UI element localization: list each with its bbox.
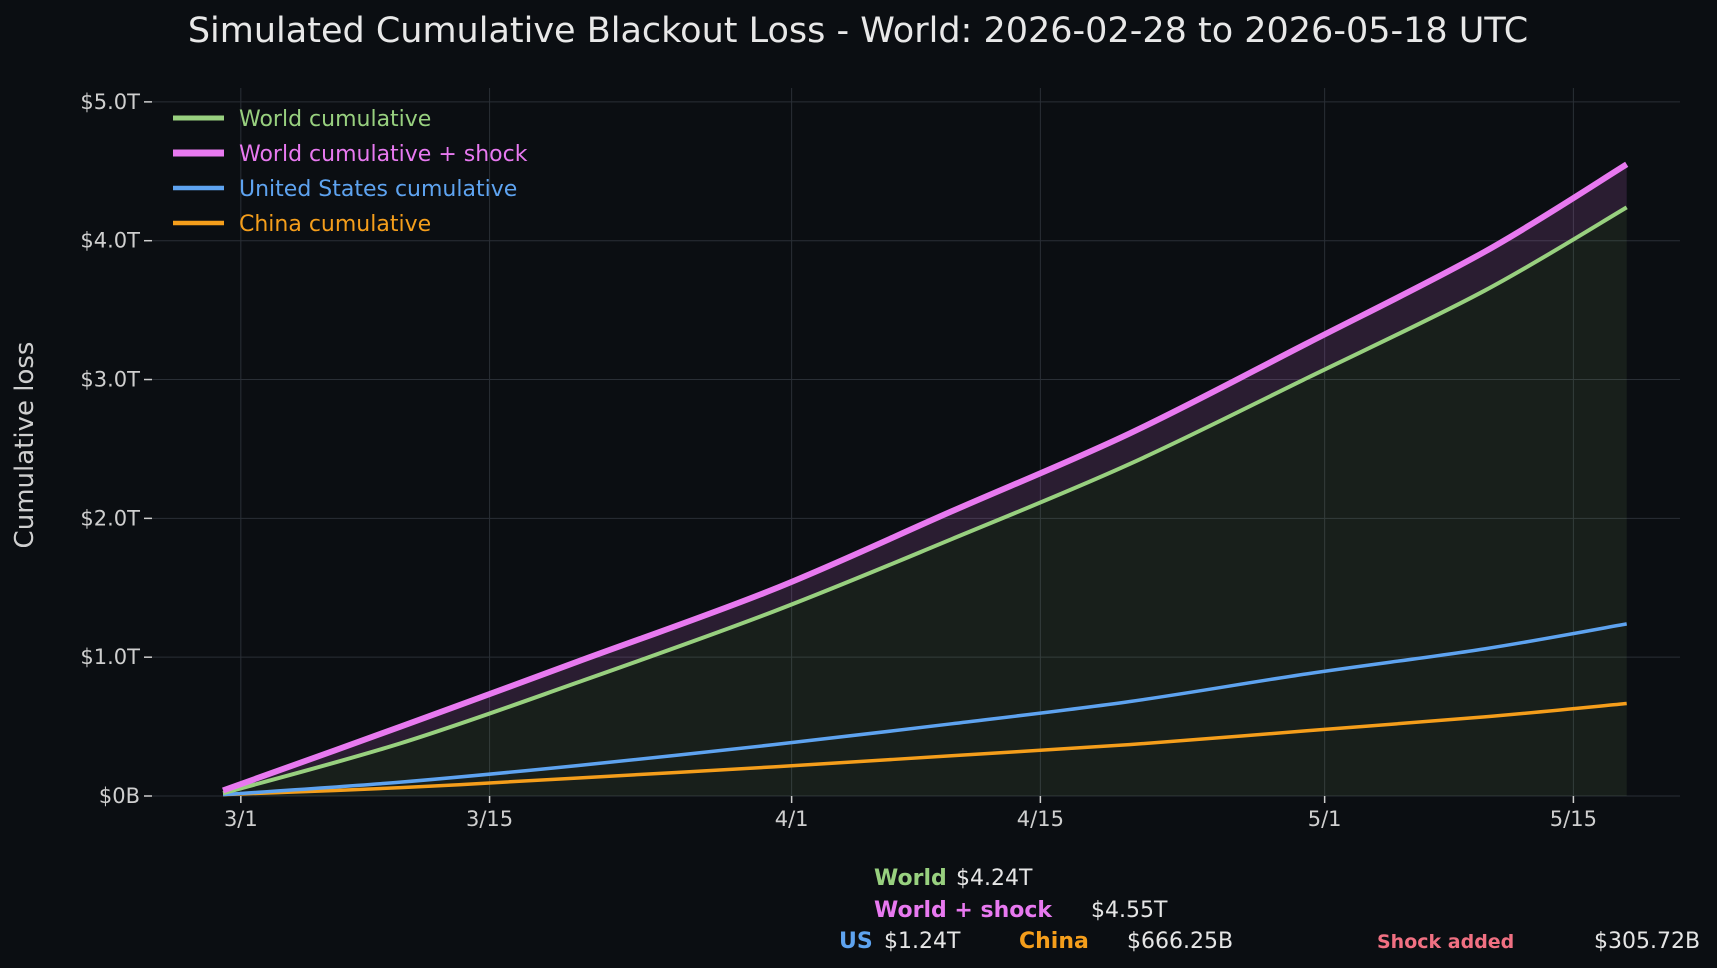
area-fills (223, 164, 1627, 796)
us-cumulative-line (222, 622, 1628, 797)
chart-title: Simulated Cumulative Blackout Loss - Wor… (188, 11, 1528, 51)
x-tick-label-3: 4/15 (1017, 807, 1064, 831)
y-tick-label-1: $1.0T (80, 645, 140, 669)
y-axis-label: Cumulative loss (10, 342, 40, 549)
summary-china-label: China (1019, 929, 1089, 954)
legend: World cumulative World cumulative + shock… (173, 107, 528, 237)
summary-world-label: World (874, 866, 947, 891)
summary-shock-label: Shock added (1377, 931, 1514, 953)
legend-label-3: China cumulative (239, 212, 431, 237)
summary-china-value: $666.25B (1127, 929, 1233, 954)
world-area-fill (223, 207, 1627, 796)
y-tick-label-2: $2.0T (80, 506, 140, 530)
china-cumulative-line (223, 701, 1627, 797)
series-lines (222, 161, 1629, 797)
world-shock-line (222, 161, 1629, 794)
legend-label-2: United States cumulative (239, 177, 517, 202)
x-tick-label-2: 4/1 (775, 807, 809, 831)
summary-world-shock-label: World + shock (874, 898, 1053, 923)
x-tick-label-5: 5/15 (1550, 807, 1597, 831)
x-tick-label-0: 3/1 (224, 807, 258, 831)
x-tick-label-1: 3/15 (466, 807, 513, 831)
legend-label-0: World cumulative (239, 107, 431, 132)
y-tick-label-0: $0B (99, 784, 140, 808)
legend-label-1: World cumulative + shock (239, 142, 528, 167)
summary-world-shock-value: $4.55T (1091, 898, 1168, 923)
y-tick-label-3: $3.0T (80, 368, 140, 392)
grid (152, 88, 1680, 797)
x-tick-label-4: 5/1 (1308, 807, 1342, 831)
y-tick-label-5: $5.0T (80, 90, 140, 114)
world-cumulative-line (222, 205, 1628, 796)
summary-world-value: $4.24T (956, 866, 1033, 891)
summary-shock-value: $305.72B (1594, 929, 1700, 954)
y-tick-label-4: $4.0T (80, 229, 140, 253)
summary-us-value: $1.24T (884, 929, 961, 954)
axis-ticks: $0B $1.0T $2.0T $3.0T $4.0T $5.0T 3/1 3/15 4/1 4/… (80, 90, 1597, 831)
summary-panel: World $4.24T World + shock $4.55T US $1.… (839, 866, 1700, 954)
summary-us-label: US (839, 929, 873, 954)
